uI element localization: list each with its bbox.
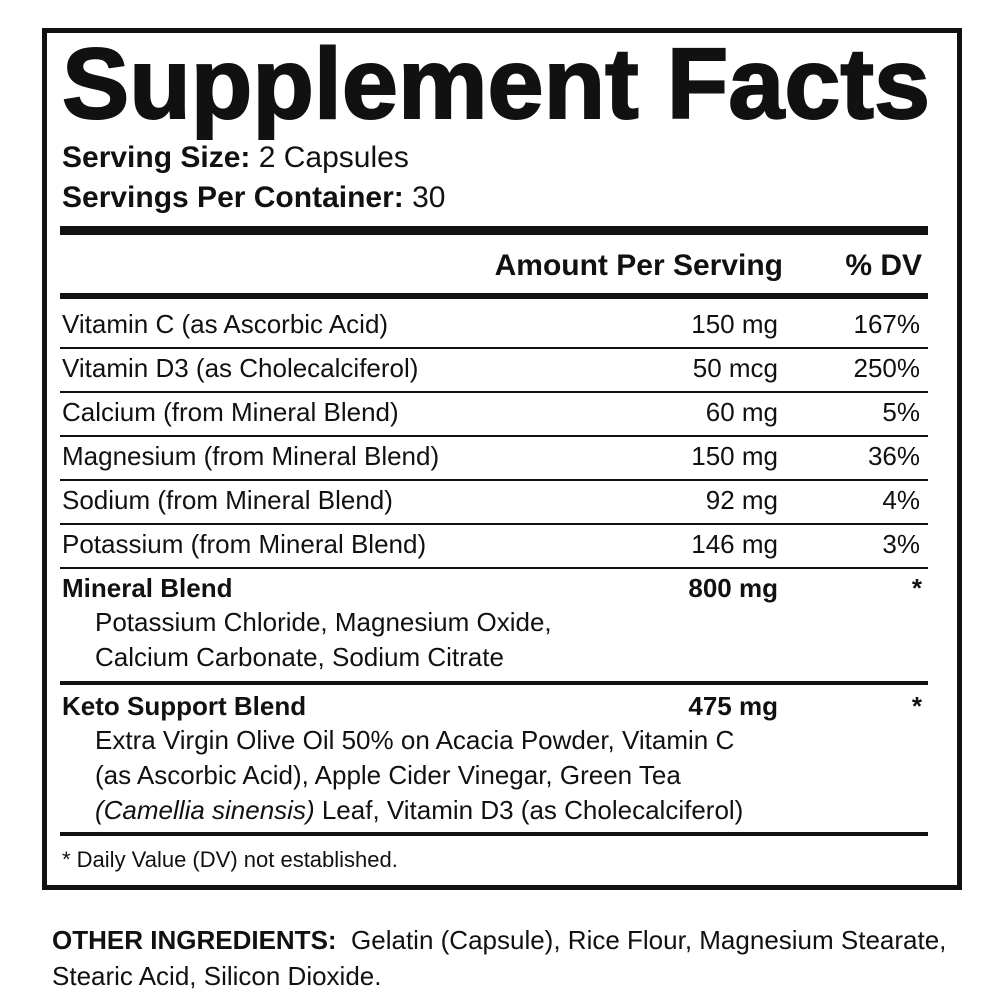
blend-amount: 800 mg (688, 573, 778, 603)
title: Supplement Facts (62, 30, 930, 140)
blend-dv: * (911, 691, 922, 721)
thin-rule (60, 479, 928, 481)
ingredient-line: Extra Virgin Olive Oil 50% on Acacia Pow… (95, 725, 735, 755)
thin-rule (60, 347, 928, 349)
label: OTHER INGREDIENTS: (52, 925, 337, 955)
thin-rule (60, 391, 928, 393)
ingredient-line: (as Ascorbic Acid), Apple Cider Vinegar,… (95, 760, 681, 790)
nutrient-dv: 167% (853, 309, 921, 339)
nutrient-name: Calcium (from Mineral Blend) (62, 397, 399, 427)
nutrient-dv: 250% (853, 353, 921, 383)
nutrient-amount: 146 mg (691, 529, 778, 559)
ingredient-italic: (Camellia sinensis) (95, 795, 315, 825)
servings-per-container: Servings Per Container: 30 (62, 180, 445, 216)
nutrient-dv: 5% (882, 397, 920, 427)
nutrient-amount: 50 mcg (692, 353, 778, 383)
ingredient-line: (Camellia sinensis) Leaf, Vitamin D3 (as… (95, 794, 743, 826)
nutrient-amount: 150 mg (691, 441, 778, 471)
thin-rule (60, 435, 928, 437)
thin-rule (60, 523, 928, 525)
nutrient-dv: 3% (882, 529, 920, 559)
label: Servings Per Container: (62, 181, 404, 214)
ingredient-line: Potassium Chloride, Magnesium Oxide, (95, 607, 552, 637)
value: 30 (412, 181, 446, 214)
nutrient-dv: 4% (882, 485, 920, 515)
serving-size: Serving Size: 2 Capsules (62, 140, 409, 176)
nutrient-amount: 60 mg (705, 397, 778, 427)
nutrient-name: Potassium (from Mineral Blend) (62, 529, 427, 559)
nutrient-name: Sodium (from Mineral Blend) (62, 485, 393, 515)
title-svg: Supplement Facts (61, 30, 931, 140)
thick-rule (60, 681, 928, 685)
blend-dv: * (911, 573, 922, 603)
nutrient-amount: 150 mg (691, 309, 778, 339)
nutrient-amount: 92 mg (705, 485, 778, 515)
thin-rule (60, 567, 928, 569)
thick-rule (60, 293, 928, 299)
blend-name: Mineral Blend (62, 573, 233, 603)
header-amount: Amount Per Serving (494, 249, 783, 282)
ingredient-text: Leaf, Vitamin D3 (as Cholecalciferol) (314, 795, 744, 825)
nutrient-name: Vitamin D3 (as Cholecalciferol) (62, 353, 419, 383)
other-ingredients: OTHER INGREDIENTS: Gelatin (Capsule), Ri… (52, 922, 952, 994)
nutrient-name: Magnesium (from Mineral Blend) (62, 441, 440, 471)
value: 2 Capsules (258, 141, 409, 174)
label: Serving Size: (62, 141, 251, 174)
footnote: * Daily Value (DV) not established. (62, 847, 398, 872)
nutrient-dv: 36% (867, 441, 920, 471)
blend-amount: 475 mg (688, 691, 778, 721)
thick-rule (60, 226, 928, 235)
nutrient-name: Vitamin C (as Ascorbic Acid) (62, 309, 389, 339)
blend-name: Keto Support Blend (62, 691, 307, 721)
thick-rule (60, 832, 928, 836)
text: Gelatin (Capsule), Rice Flour, Magnesium… (52, 925, 947, 991)
header-dv: % DV (845, 249, 922, 282)
ingredient-line: Calcium Carbonate, Sodium Citrate (95, 642, 504, 672)
facts-panel (42, 28, 962, 890)
